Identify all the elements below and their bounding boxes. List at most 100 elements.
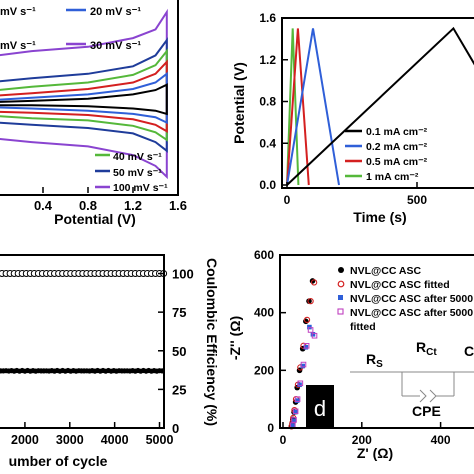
eis-point-1 (303, 316, 311, 324)
eis-point-2 (291, 418, 296, 424)
panel-label-d: d (314, 396, 326, 421)
cv-loop-0 (0, 8, 168, 180)
gcd-xtick-label-1: 500 (407, 193, 427, 207)
gcd-ytick-label-0: 0.0 (259, 178, 276, 192)
cycling-xtick-label-0: 2000 (11, 433, 39, 447)
cv-xtick-label-3: 1.6 (169, 198, 187, 213)
eis-point-3 (300, 361, 307, 368)
circuit-rct-main: R (416, 339, 426, 355)
eis-legend-label-2: NVL@CC ASC after 5000 (350, 293, 473, 305)
eis-ticks: 0 200 400 600 0 200 400 (254, 248, 451, 447)
cycling-xtick-label-3: 5000 (146, 433, 174, 447)
gcd-legend-label-2: 0.5 mA cm⁻² (366, 156, 428, 168)
eis-legend-marker-1 (337, 280, 345, 288)
eis-point-2 (307, 324, 312, 330)
eis-point-0 (303, 318, 309, 325)
eis-point-2 (297, 382, 302, 388)
eis-ytick-label-0: 0 (267, 421, 274, 435)
cycling-ytick-label-2: 50 (172, 344, 186, 359)
eis-legend: NVL@CC ASC NVL@CC ASC fitted NVL@CC ASC … (337, 265, 473, 333)
eis-point-0 (306, 298, 312, 304)
cv-legend-label-6: 100 mV s⁻¹ (113, 182, 168, 194)
gcd-curve-2 (286, 28, 310, 186)
circuit-rs-sub: S (376, 359, 383, 370)
cv-legend-label-0: mV s⁻¹ (0, 6, 36, 18)
eis-panel: 0 200 400 600 0 200 400 Z' (Ω) -Z'' (Ω) NVL@CC… (227, 248, 474, 461)
circuit-rct-sub: Ct (426, 347, 437, 358)
cv-loop-3 (0, 59, 168, 134)
gcd-ytick-label-1: 0.4 (259, 136, 276, 150)
circuit-rct: RCt (416, 339, 437, 358)
eis-legend-label-4: fitted (350, 321, 376, 333)
gcd-ytick-label-3: 1.2 (259, 53, 276, 67)
cycling-xtick-label-2: 4000 (101, 433, 129, 447)
cv-legend-label-2: mV s⁻¹ (0, 40, 36, 52)
gcd-curve-0 (286, 26, 474, 186)
eis-ylabel: -Z'' (Ω) (227, 316, 243, 360)
gcd-xlabel: Time (s) (353, 209, 406, 225)
gcd-legend-label-3: 1 mA cm⁻² (366, 171, 419, 183)
eis-legend-label-3: NVL@CC ASC after 5000 (350, 307, 473, 319)
cv-loop-4 (0, 71, 168, 125)
eis-point-3 (303, 343, 310, 349)
cv-panel: 0.4 0.8 1.2 1.6 Potential (V) mV s⁻¹ 20 mV … (0, 0, 187, 227)
cv-legend-label-5: 50 mV s⁻¹ (113, 167, 162, 179)
eis-point-2 (290, 423, 295, 428)
circuit-extra: C (464, 343, 474, 359)
cv-legend-label-1: 20 mV s⁻¹ (90, 6, 141, 18)
gcd-curve-1 (286, 28, 340, 186)
eis-legend-marker-0 (338, 267, 344, 273)
panel-label-box (306, 385, 334, 427)
eis-ytick-label-3: 600 (254, 248, 274, 262)
cv-plot-frame (0, 0, 179, 196)
cv-xtick-label-2: 1.2 (124, 198, 142, 213)
eis-legend-marker-2 (338, 295, 343, 300)
cv-legend-bottom: 40 mV s⁻¹ 50 mV s⁻¹ 100 mV s⁻¹ (95, 151, 168, 194)
gcd-plot-frame (281, 17, 474, 189)
gcd-legend-label-1: 0.2 mA cm⁻² (366, 141, 428, 153)
gcd-ytick-label-4: 1.6 (259, 11, 276, 25)
cycling-ytick-label-0: 0 (172, 421, 179, 436)
cv-loop-1 (0, 37, 168, 153)
cycling-xlabel: umber of cycle (9, 453, 108, 469)
eis-point-3 (311, 332, 318, 339)
eis-xtick-label-2: 400 (431, 433, 451, 447)
eis-circuit: R S RCt C CPE (350, 339, 474, 419)
eis-ytick-label-1: 200 (254, 363, 274, 377)
cycling-ylabel: Coulombic Efficiency (%) (204, 258, 220, 426)
cv-xtick-label-1: 0.8 (79, 198, 97, 213)
gcd-ytick-label-2: 0.8 (259, 95, 276, 109)
eis-point-1 (310, 279, 318, 286)
cv-legend-top: mV s⁻¹ 20 mV s⁻¹ mV s⁻¹ 30 mV s⁻¹ (0, 6, 141, 52)
cv-legend-label-3: 30 mV s⁻¹ (90, 40, 141, 52)
cycling-ytick-label-3: 75 (172, 305, 186, 320)
circuit-cpe: CPE (412, 403, 441, 419)
cv-xlabel: Potential (V) (54, 211, 136, 227)
eis-legend-label-1: NVL@CC ASC fitted (350, 279, 450, 291)
eis-point-2 (303, 344, 309, 350)
eis-legend-marker-3 (337, 308, 344, 315)
gcd-legend: 0.1 mA cm⁻² 0.2 mA cm⁻² 0.5 mA cm⁻² 1 mA… (345, 126, 428, 183)
eis-ytick-label-2: 400 (254, 306, 274, 320)
eis-point-2 (310, 331, 316, 337)
cycling-xtick-label-1: 3000 (56, 433, 84, 447)
eis-point-2 (294, 398, 300, 403)
cv-legend-label-4: 40 mV s⁻¹ (113, 151, 162, 163)
cycling-ytick-label-4: 100 (172, 267, 194, 282)
gcd-panel: 0.0 0.4 0.8 1.2 1.6 0 500 Time (s) Potential (… (231, 11, 474, 225)
cv-curves (0, 8, 168, 180)
eis-xtick-label-0: 0 (280, 433, 287, 447)
eis-xlabel: Z' (Ω) (357, 445, 393, 461)
cpe-symbol-icon (419, 389, 437, 403)
cycling-plot-frame (0, 254, 165, 429)
eis-point-3 (291, 417, 297, 423)
eis-points (288, 278, 318, 430)
eis-point-2 (300, 363, 305, 369)
eis-point-3 (294, 396, 301, 402)
eis-legend-label-0: NVL@CC ASC (350, 265, 422, 277)
gcd-legend-label-0: 0.1 mA cm⁻² (366, 126, 428, 138)
eis-point-2 (292, 409, 298, 415)
